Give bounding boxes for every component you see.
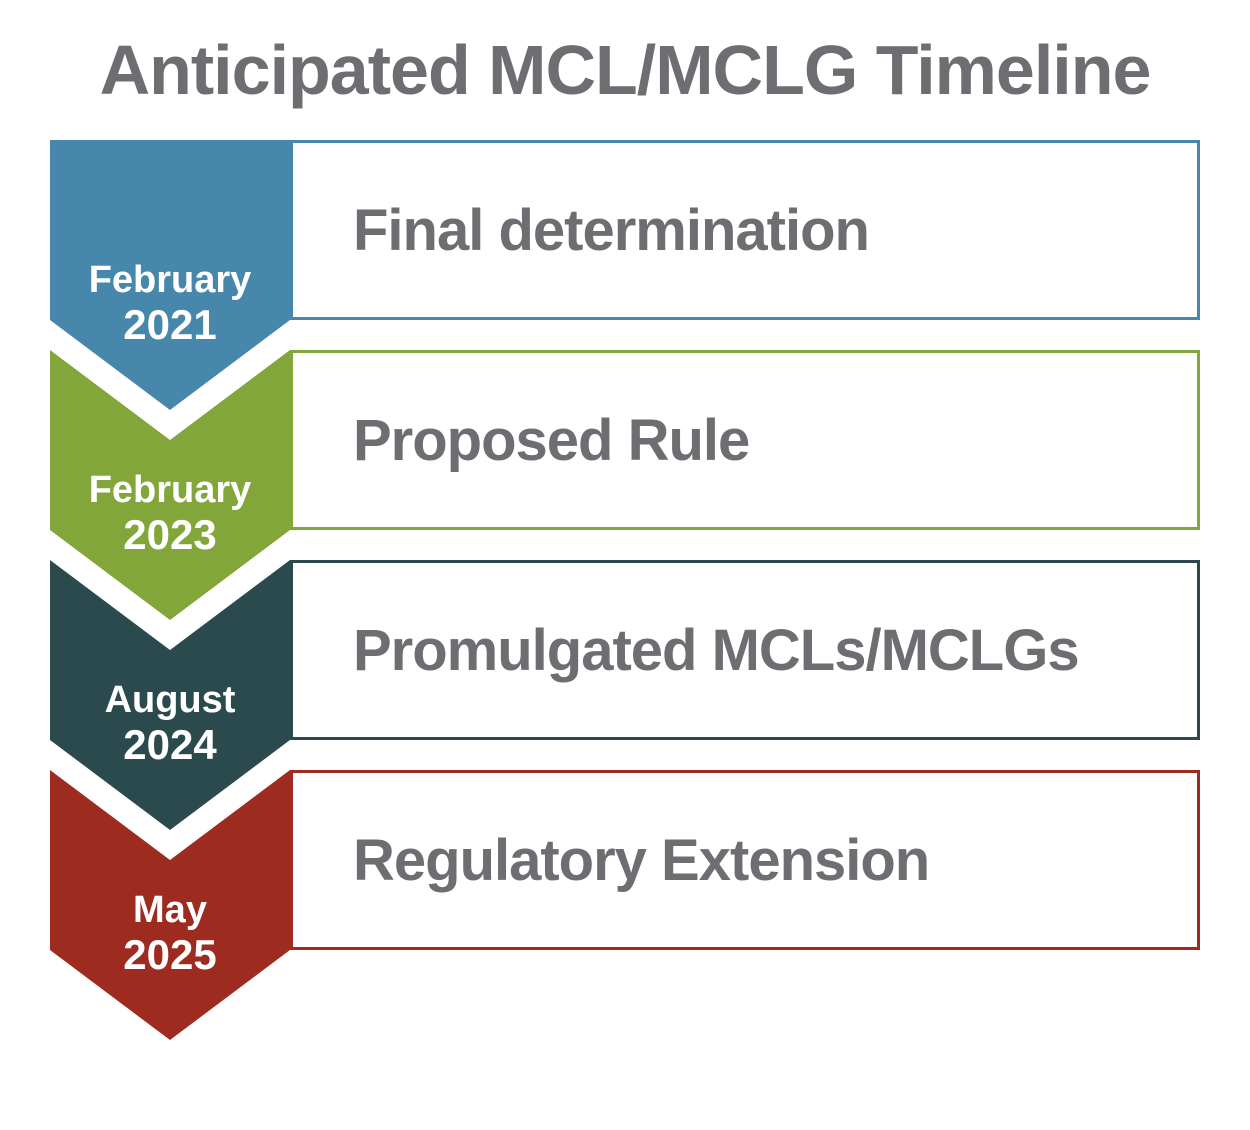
step-month: May (50, 890, 290, 932)
step-box: Proposed Rule (290, 350, 1200, 530)
timeline-step: Regulatory Extension May 2025 (50, 770, 1200, 980)
step-date: August 2024 (50, 680, 290, 768)
timeline-step: Final determination February 2021 (50, 140, 1200, 350)
step-box: Promulgated MCLs/MCLGs (290, 560, 1200, 740)
step-date: February 2023 (50, 470, 290, 558)
step-date: May 2025 (50, 890, 290, 978)
step-year: 2021 (50, 302, 290, 348)
timeline-container: Final determination February 2021 Propos… (50, 140, 1200, 980)
step-year: 2025 (50, 932, 290, 978)
step-month: August (50, 680, 290, 722)
step-year: 2023 (50, 512, 290, 558)
step-year: 2024 (50, 722, 290, 768)
step-month: February (50, 260, 290, 302)
step-month: February (50, 470, 290, 512)
timeline-step: Promulgated MCLs/MCLGs August 2024 (50, 560, 1200, 770)
page-title: Anticipated MCL/MCLG Timeline (50, 30, 1200, 110)
timeline-step: Proposed Rule February 2023 (50, 350, 1200, 560)
step-date: February 2021 (50, 260, 290, 348)
step-box: Regulatory Extension (290, 770, 1200, 950)
step-box: Final determination (290, 140, 1200, 320)
